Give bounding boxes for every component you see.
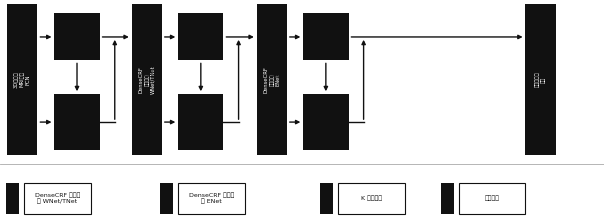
Text: 3D多模态
MRI图像
FCN: 3D多模态 MRI图像 FCN (14, 71, 31, 88)
Bar (178, 13, 223, 60)
Bar (54, 94, 100, 150)
Bar (178, 94, 223, 150)
Bar (525, 4, 556, 155)
Bar (459, 183, 525, 214)
Text: DenseCRF
后处理的
WNet/TNet: DenseCRF 后处理的 WNet/TNet (138, 65, 155, 94)
Text: 边界框: 边界框 (144, 68, 158, 77)
Text: 边界框: 边界框 (21, 68, 34, 77)
Text: DenseCRF 后处理
的 ENet: DenseCRF 后处理 的 ENet (188, 192, 234, 204)
Text: 边界框: 边界框 (269, 68, 283, 77)
Bar (303, 13, 349, 60)
Bar (178, 183, 245, 214)
Bar (257, 4, 287, 155)
Bar (441, 183, 454, 214)
Bar (54, 13, 100, 60)
Bar (320, 183, 333, 214)
Text: 脑肿瑞分割
结果: 脑肿瑞分割 结果 (535, 72, 546, 87)
Bar (303, 94, 349, 150)
Text: DenseCRF 后处理
的 WNet/TNet: DenseCRF 后处理 的 WNet/TNet (34, 192, 80, 204)
Bar (7, 4, 37, 155)
Bar (160, 183, 173, 214)
Bar (24, 183, 91, 214)
Bar (338, 183, 405, 214)
Text: K 均値聚类: K 均値聚类 (361, 196, 382, 201)
Bar (6, 183, 19, 214)
Text: 模型融合: 模型融合 (485, 196, 500, 201)
Text: DenseCRF
后处理的
ENet: DenseCRF 后处理的 ENet (263, 66, 280, 93)
Bar (132, 4, 162, 155)
